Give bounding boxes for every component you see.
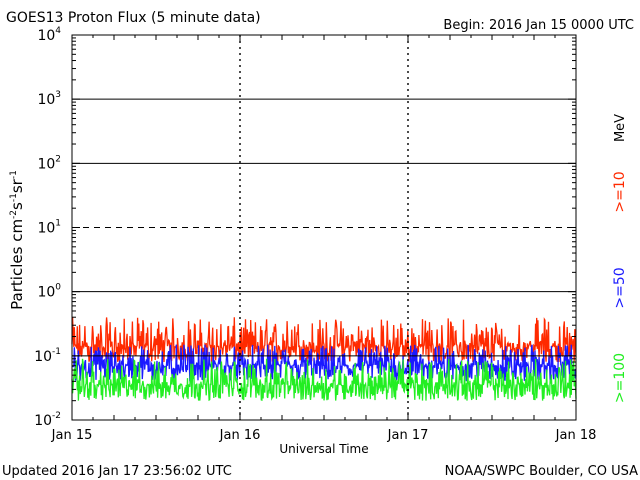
y-tick-label: 101 — [37, 219, 61, 237]
y-axis-label-sup1: -2 — [9, 210, 19, 219]
y-axis-label-sup2: -1 — [9, 193, 19, 202]
y-axis-label-sup3: -1 — [9, 170, 19, 179]
y-axis-label: Particles cm-2s-1sr-1 — [8, 170, 26, 310]
y-tick-label: 102 — [37, 154, 61, 172]
y-axis-label-main: Particles cm — [8, 219, 26, 310]
updated-timestamp: Updated 2016 Jan 17 23:56:02 UTC — [2, 464, 232, 479]
y-tick-label: 10-1 — [34, 347, 61, 365]
series-line-ge100 — [71, 358, 577, 402]
x-tick-label: Jan 16 — [219, 428, 261, 443]
x-tick-label: Jan 15 — [51, 428, 93, 443]
series-line-ge10 — [71, 317, 577, 363]
x-axis-label: Universal Time — [279, 442, 368, 456]
y-tick-label: 10-2 — [34, 411, 61, 429]
legend-series-ge100: >=100 — [612, 353, 628, 403]
legend-series-ge10: >=10 — [612, 171, 628, 212]
legend-units-mev: MeV — [613, 114, 628, 142]
y-axis-label-mid1: s — [8, 202, 26, 210]
source-credit: NOAA/SWPC Boulder, CO USA — [445, 464, 638, 479]
y-tick-label: 103 — [37, 90, 61, 108]
legend-series-ge50: >=50 — [612, 267, 628, 308]
y-tick-label: 104 — [37, 26, 61, 44]
begin-time: Begin: 2016 Jan 15 0000 UTC — [443, 18, 634, 33]
chart-title: GOES13 Proton Flux (5 minute data) — [6, 10, 261, 26]
x-tick-label: Jan 18 — [555, 428, 597, 443]
grid-layer: 10-2 10-1 100 101 102 103 104 Jan 15 Jan 16 Jan 1… — [34, 26, 596, 443]
y-tick-label: 100 — [37, 283, 61, 301]
series-layer — [71, 317, 577, 402]
y-axis-label-mid2: sr — [8, 178, 26, 193]
x-tick-label: Jan 17 — [387, 428, 429, 443]
